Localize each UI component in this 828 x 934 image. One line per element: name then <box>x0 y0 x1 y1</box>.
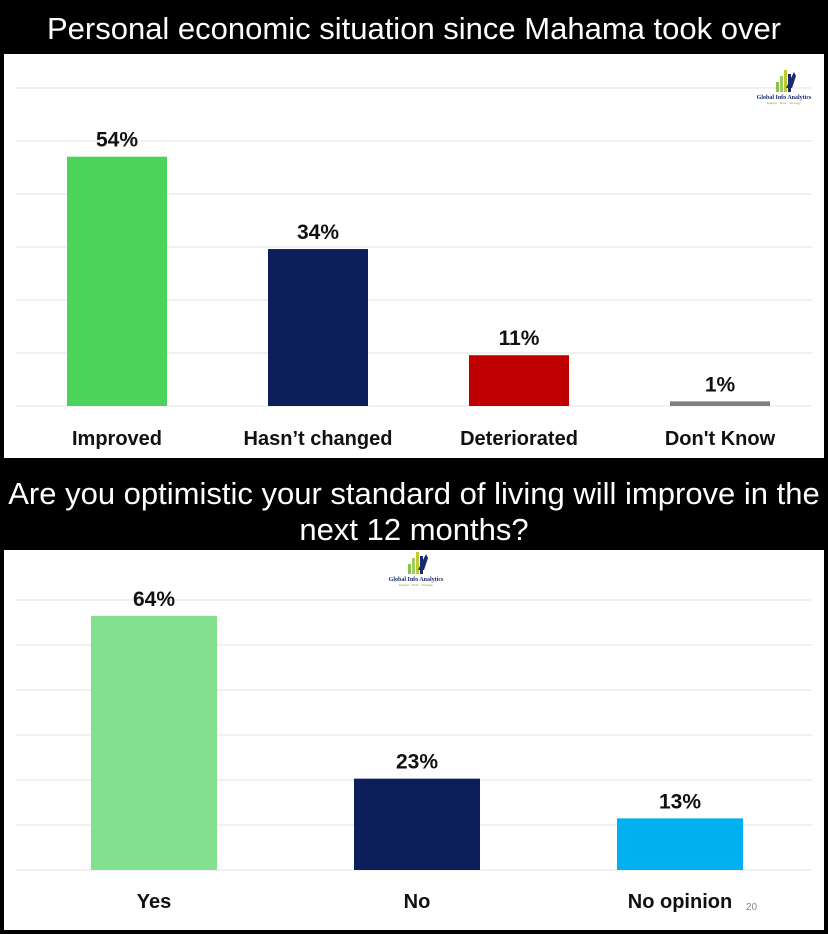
category-label: Deteriorated <box>460 428 578 450</box>
category-label: Yes <box>137 891 171 913</box>
chart-1-title: Personal economic situation since Mahama… <box>4 4 824 54</box>
bar <box>67 156 167 406</box>
data-label: 34% <box>297 221 339 244</box>
chart-panel-2: Are you optimistic your standard of livi… <box>4 474 824 930</box>
data-label: 1% <box>705 373 736 396</box>
chart-panel-1: Personal economic situation since Mahama… <box>4 4 824 458</box>
data-label: 13% <box>659 790 701 813</box>
category-label: Improved <box>72 428 162 450</box>
logo-tagline: Insight · Data · Strategy <box>399 583 433 587</box>
bar <box>91 615 217 870</box>
category-label: Don't Know <box>665 428 776 450</box>
data-label: 64% <box>133 588 175 611</box>
logo-name: Global Info Analytics <box>757 95 812 101</box>
logo-name: Global Info Analytics <box>389 577 444 583</box>
data-label: 11% <box>499 327 540 350</box>
logo-tagline: Insight · Data · Strategy <box>767 101 801 105</box>
category-label: No opinion <box>628 891 732 913</box>
bar <box>268 249 368 406</box>
bar <box>354 778 480 870</box>
bar <box>617 818 743 870</box>
page-number: 20 <box>746 902 758 913</box>
category-label: Hasn’t changed <box>244 428 393 450</box>
chart-2-title: Are you optimistic your standard of livi… <box>4 474 824 550</box>
chart-1-plot: 54% Improved 34% Hasn’t changed 11% Deteriora… <box>16 70 812 450</box>
bar <box>469 355 569 406</box>
data-label: 23% <box>396 751 438 774</box>
bar <box>670 401 770 406</box>
data-label: 54% <box>96 129 138 152</box>
chart-2-plot: 64% Yes 23% No 13% No opinion Global Info Anal… <box>16 552 812 913</box>
category-label: No <box>404 891 431 913</box>
